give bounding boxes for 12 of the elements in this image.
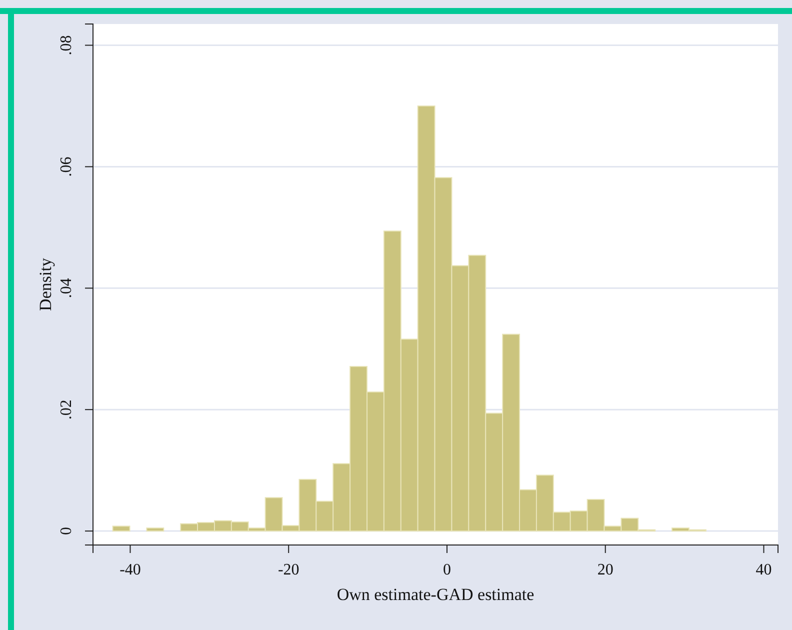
y-tick-label: 0 xyxy=(58,527,75,536)
x-tick-label: -40 xyxy=(120,561,141,578)
y-tick-label: .04 xyxy=(58,278,75,298)
y-tick-label: .08 xyxy=(58,35,75,56)
x-tick-label: 0 xyxy=(442,561,451,578)
x-tick-label: 20 xyxy=(597,561,614,578)
y-tick-label: .06 xyxy=(58,156,75,177)
y-tick-label: .02 xyxy=(58,400,75,420)
x-tick-label: -20 xyxy=(278,561,300,578)
y-axis-title: Density xyxy=(36,258,55,311)
x-axis-title: Own estimate-GAD estimate xyxy=(336,585,534,604)
x-tick-label: 40 xyxy=(756,561,772,578)
